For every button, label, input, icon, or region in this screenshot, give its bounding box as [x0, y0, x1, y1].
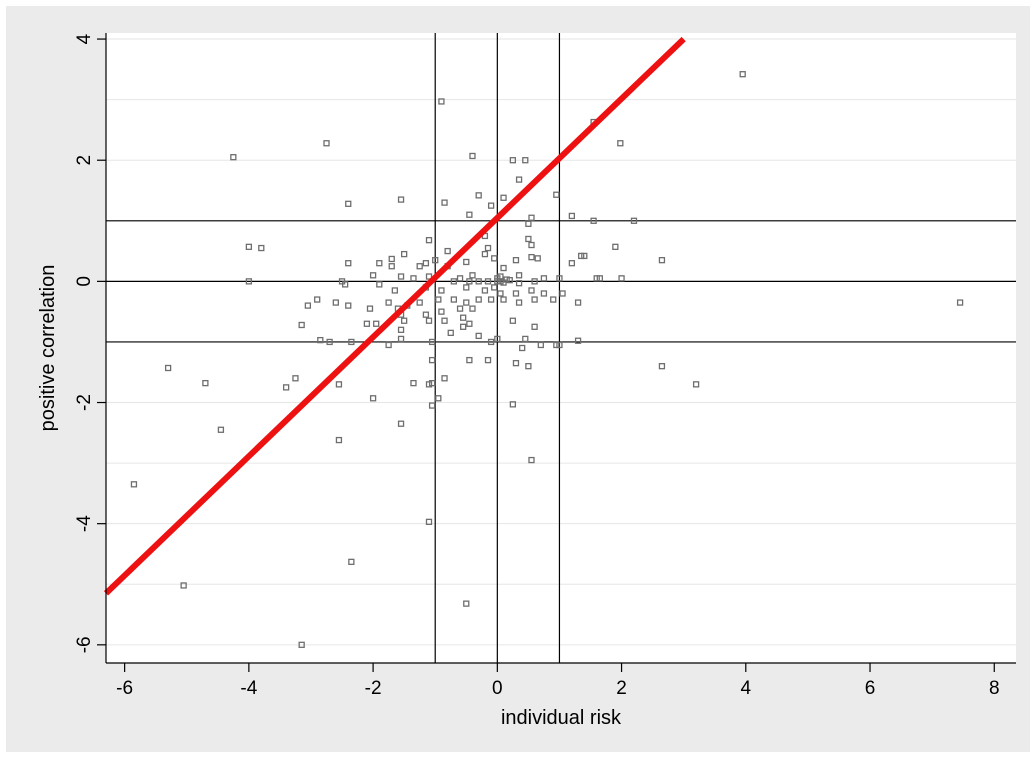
x-tick-label: 6: [865, 678, 876, 699]
y-tick-label: -6: [74, 636, 95, 653]
y-axis-title: positive correlation: [37, 265, 59, 432]
x-axis-title: individual risk: [501, 707, 622, 729]
x-tick-label: -2: [365, 678, 382, 699]
x-tick-label: 0: [492, 678, 503, 699]
x-tick-label: -4: [240, 678, 257, 699]
x-tick-label: 8: [989, 678, 1000, 699]
y-tick-label: 0: [74, 276, 95, 287]
x-tick-label: 2: [616, 678, 627, 699]
x-tick-label: -6: [116, 678, 133, 699]
scatter-chart: -6 -4 -2 0 2 4 6 8 -6 -4 -2 0 2 4 individual risk pos…: [6, 6, 1030, 752]
x-tick-label: 4: [741, 678, 752, 699]
y-tick-label: 4: [74, 33, 95, 44]
y-tick-label: 2: [74, 155, 95, 166]
chart-frame: -6 -4 -2 0 2 4 6 8 -6 -4 -2 0 2 4 individual risk pos…: [6, 6, 1030, 752]
y-tick-label: -2: [74, 394, 95, 411]
y-tick-label: -4: [74, 515, 95, 532]
